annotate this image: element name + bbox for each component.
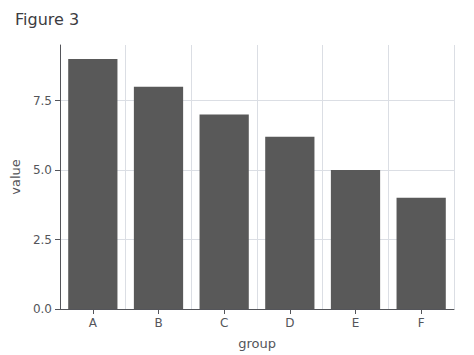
svg-text:B: B — [154, 316, 162, 330]
svg-text:2.5: 2.5 — [33, 233, 52, 247]
svg-text:C: C — [220, 316, 228, 330]
svg-text:0.0: 0.0 — [33, 302, 52, 316]
svg-text:5.0: 5.0 — [33, 163, 52, 177]
svg-text:D: D — [285, 316, 294, 330]
svg-text:group: group — [238, 336, 276, 351]
svg-text:value: value — [8, 159, 23, 195]
svg-text:F: F — [418, 316, 425, 330]
svg-text:7.5: 7.5 — [33, 94, 52, 108]
svg-text:A: A — [89, 316, 98, 330]
svg-text:Figure 3: Figure 3 — [15, 10, 79, 29]
svg-text:E: E — [352, 316, 360, 330]
